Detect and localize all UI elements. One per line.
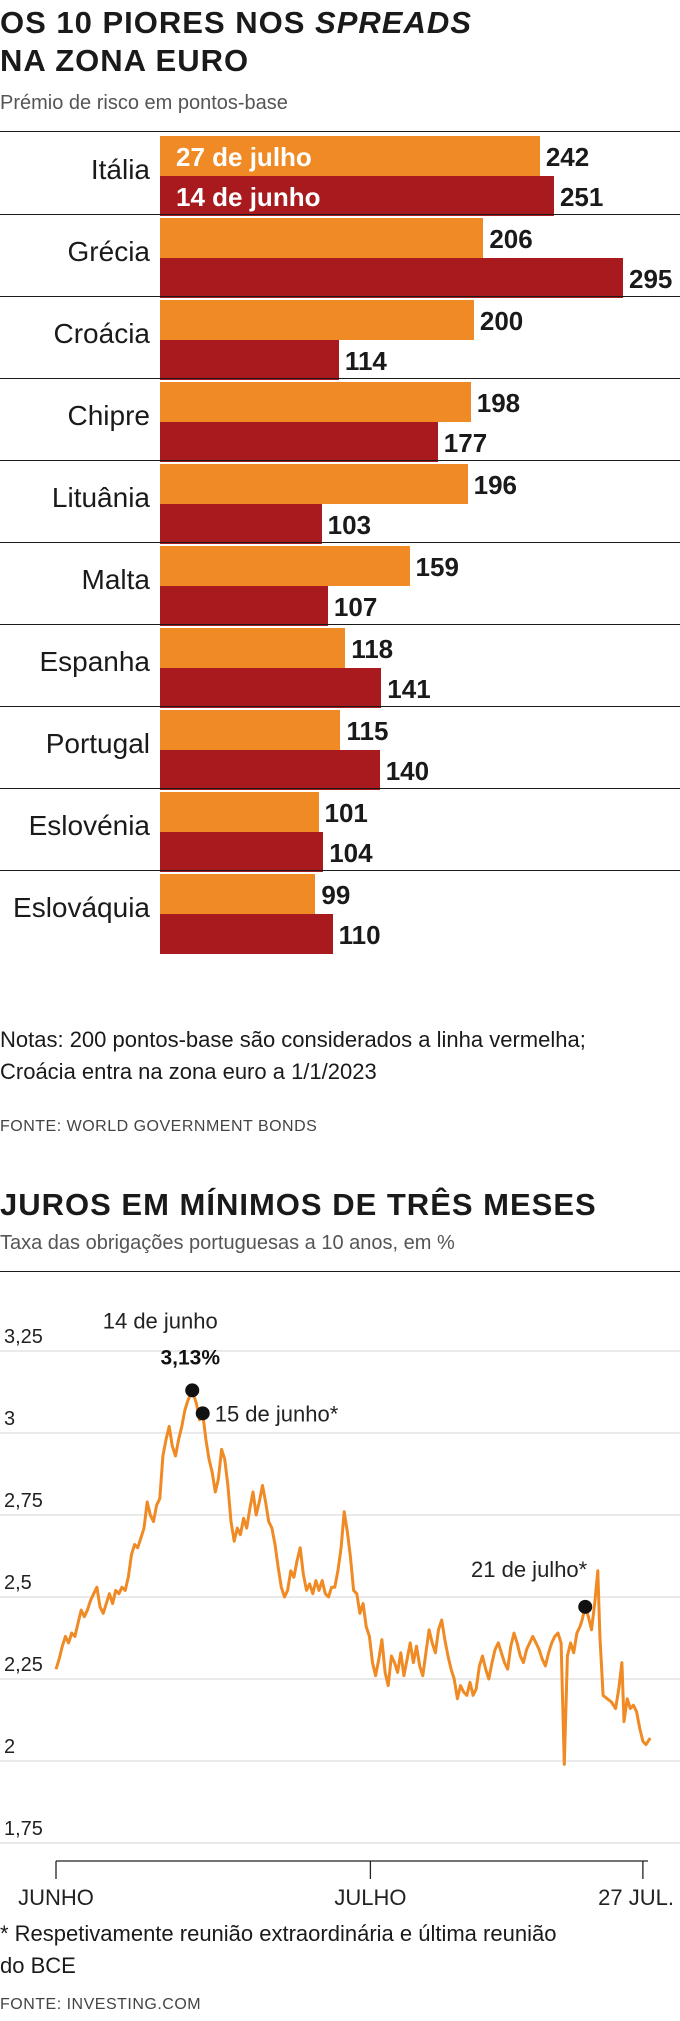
bar-july bbox=[160, 300, 474, 340]
bar-july bbox=[160, 382, 471, 422]
bar-value-label: 198 bbox=[476, 388, 521, 418]
x-tick-label: 27 JUL. bbox=[598, 1885, 674, 1910]
bar-june bbox=[160, 340, 339, 380]
bar-title-line2: NA ZONA EURO bbox=[0, 43, 250, 78]
category-label: Grécia bbox=[67, 236, 150, 267]
bar-june bbox=[160, 258, 623, 298]
bar-value-label: 103 bbox=[327, 510, 372, 540]
bar-july bbox=[160, 218, 484, 258]
category-label: Itália bbox=[90, 154, 150, 185]
bar-july bbox=[160, 546, 410, 586]
yield-line bbox=[54, 1388, 652, 1766]
bar-value-label: 206 bbox=[489, 224, 533, 254]
y-tick-label: 1,75 bbox=[4, 1818, 43, 1840]
bar-chart-notes: Notas: 200 pontos-base são considerados … bbox=[0, 1024, 586, 1088]
row-divider bbox=[0, 788, 680, 789]
bar-value-label: 251 bbox=[559, 182, 604, 212]
line-chart-title: JUROS EM MÍNIMOS DE TRÊS MESES bbox=[0, 1187, 597, 1222]
bar-june bbox=[160, 668, 382, 708]
bar-june bbox=[160, 504, 322, 544]
annotation-dot bbox=[185, 1383, 200, 1398]
category-label: Portugal bbox=[45, 728, 150, 759]
row-divider bbox=[0, 624, 680, 625]
bar-july bbox=[160, 792, 319, 832]
bar-value-label: 101 bbox=[324, 798, 368, 828]
bar-value-label: 295 bbox=[629, 264, 673, 294]
y-tick-label: 2,75 bbox=[4, 1490, 43, 1512]
bar-june bbox=[160, 422, 438, 462]
bar-july bbox=[160, 710, 341, 750]
category-label: Lituânia bbox=[51, 482, 150, 513]
line-chart-subtitle: Taxa das obrigações portuguesas a 10 ano… bbox=[0, 1232, 455, 1254]
legend-label-july: 27 de julho bbox=[176, 142, 312, 172]
x-tick-label: JULHO bbox=[334, 1885, 406, 1910]
bar-chart-source: FONTE: WORLD GOVERNMENT BONDS bbox=[0, 1118, 318, 1135]
bar-value-label: 110 bbox=[338, 920, 381, 950]
notes-line-2: Croácia entra na zona euro a 1/1/2023 bbox=[0, 1059, 377, 1084]
bar-value-label: 200 bbox=[479, 306, 524, 336]
row-divider bbox=[0, 870, 680, 871]
row-divider bbox=[0, 460, 680, 461]
line-chart-footnote: * Respetivamente reunião extraordinária … bbox=[0, 1918, 556, 1982]
bar-value-label: 114 bbox=[344, 346, 387, 376]
annotation-dot bbox=[195, 1406, 210, 1421]
bar-june bbox=[160, 914, 333, 954]
bar-july bbox=[160, 874, 316, 914]
bar-value-label: 118 bbox=[351, 634, 394, 664]
row-divider bbox=[0, 542, 680, 543]
bar-value-label: 140 bbox=[385, 756, 430, 786]
bar-title-italic: SPREADS bbox=[315, 5, 472, 40]
category-label: Malta bbox=[81, 564, 150, 595]
y-tick-label: 2,5 bbox=[4, 1572, 32, 1594]
bar-value-label: 99 bbox=[321, 880, 351, 910]
row-divider bbox=[0, 378, 680, 379]
bar-july bbox=[160, 136, 540, 176]
bar-chart-subtitle: Prémio de risco em pontos-base bbox=[0, 92, 288, 114]
bar-value-label: 159 bbox=[415, 552, 459, 582]
bar-july bbox=[160, 628, 346, 668]
bar-chart-top-rule bbox=[0, 131, 680, 132]
bar-june bbox=[160, 176, 554, 216]
category-label: Chipre bbox=[67, 400, 150, 431]
y-tick-label: 3,25 bbox=[4, 1326, 43, 1348]
bar-june bbox=[160, 750, 380, 790]
bar-chart-title: OS 10 PIORES NOS SPREADS NA ZONA EURO bbox=[0, 4, 472, 80]
line-chart-top-rule bbox=[0, 1271, 680, 1272]
annotation-label: 15 de junho* bbox=[215, 1401, 339, 1426]
bar-title-part1: OS 10 PIORES NOS bbox=[0, 5, 316, 40]
line-chart-source: FONTE: INVESTING.COM bbox=[0, 1996, 202, 2013]
row-divider bbox=[0, 706, 680, 707]
annotation-label: 21 de julho* bbox=[471, 1557, 588, 1582]
annotation-value-label: 3,13% bbox=[160, 1346, 220, 1369]
x-tick-label: JUNHO bbox=[18, 1885, 94, 1910]
annotation-label: 14 de junho bbox=[103, 1308, 218, 1333]
category-label: Eslováquia bbox=[13, 892, 150, 923]
category-label: Eslovénia bbox=[28, 810, 150, 841]
y-tick-label: 2 bbox=[4, 1736, 15, 1758]
footnote-line-1: * Respetivamente reunião extraordinária … bbox=[0, 1921, 557, 1946]
bar-june bbox=[160, 832, 324, 872]
category-label: Croácia bbox=[53, 318, 150, 349]
row-divider bbox=[0, 214, 680, 215]
row-divider bbox=[0, 296, 680, 297]
bar-june bbox=[160, 586, 328, 626]
category-label: Espanha bbox=[39, 646, 150, 677]
bar-value-label: 107 bbox=[333, 592, 378, 622]
bar-value-label: 115 bbox=[346, 716, 389, 746]
bar-value-label: 242 bbox=[545, 142, 590, 172]
line-chart-svg: 3,25 3 2,75 2,5 2,25 2 1,75 JUNHO JULHO 27 JUL. 14… bbox=[0, 1308, 680, 1910]
bar-value-label: 141 bbox=[387, 674, 431, 704]
bar-value-label: 104 bbox=[329, 838, 373, 868]
bar-value-label: 177 bbox=[443, 428, 488, 458]
footnote-line-2: do BCE bbox=[0, 1953, 76, 1978]
bar-value-label: 196 bbox=[473, 470, 517, 500]
legend-label-june: 14 de junho bbox=[176, 182, 321, 212]
notes-line-1: Notas: 200 pontos-base são considerados … bbox=[0, 1027, 586, 1052]
y-tick-label: 2,25 bbox=[4, 1654, 43, 1676]
annotation-dot bbox=[578, 1599, 593, 1614]
bar-july bbox=[160, 464, 468, 504]
y-tick-label: 3 bbox=[4, 1408, 15, 1430]
